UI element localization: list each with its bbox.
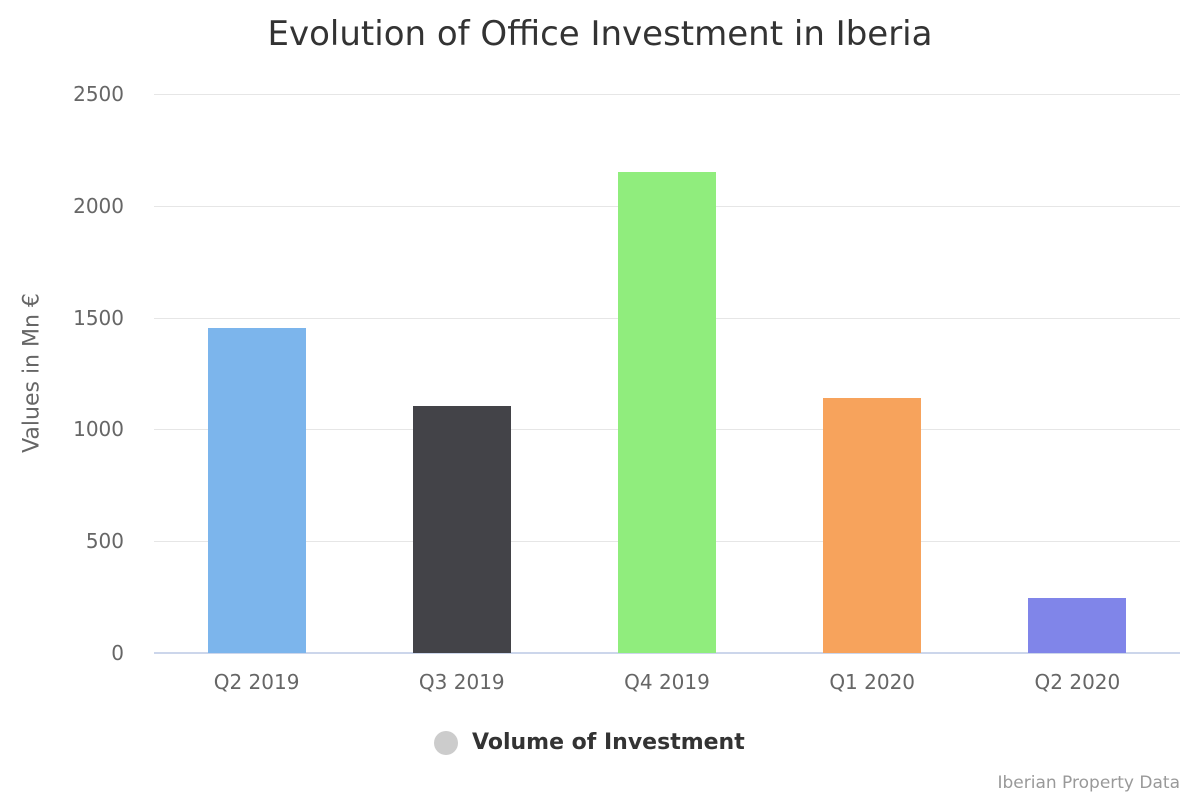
legend-marker-icon [434, 730, 458, 755]
bar-q3-2019[interactable] [412, 405, 511, 653]
x-tick-label: Q2 2020 [1034, 670, 1121, 694]
bar-q2-2020[interactable] [1028, 597, 1127, 653]
chart-title: Evolution of Office Investment in Iberia [267, 14, 933, 54]
x-tick-label: Q3 2019 [418, 670, 505, 694]
y-axis-label: Values in Mn € [19, 293, 45, 453]
y-tick-label: 2000 [73, 193, 124, 218]
y-tick-label: 1000 [73, 417, 124, 442]
credits[interactable]: Iberian Property Data [997, 773, 1180, 793]
x-tick-label: Q2 2019 [213, 670, 300, 694]
bar-q1-2020[interactable] [823, 398, 922, 653]
legend-item-volume-of-investment[interactable]: Volume of Investment [434, 730, 745, 755]
x-axis-line [154, 652, 1180, 654]
bar-q4-2019[interactable] [618, 172, 716, 653]
y-tick-label: 2500 [73, 82, 124, 106]
y-tick-label: 0 [111, 641, 124, 665]
bar-q2-2019[interactable] [207, 328, 306, 653]
x-tick-label: Q1 2020 [829, 670, 916, 694]
y-tick-label: 1500 [73, 305, 124, 330]
y-tick-label: 500 [85, 529, 124, 554]
legend-label: Volume of Investment [472, 730, 745, 755]
x-tick-label: Q4 2019 [624, 670, 710, 694]
gridline [154, 94, 1180, 95]
